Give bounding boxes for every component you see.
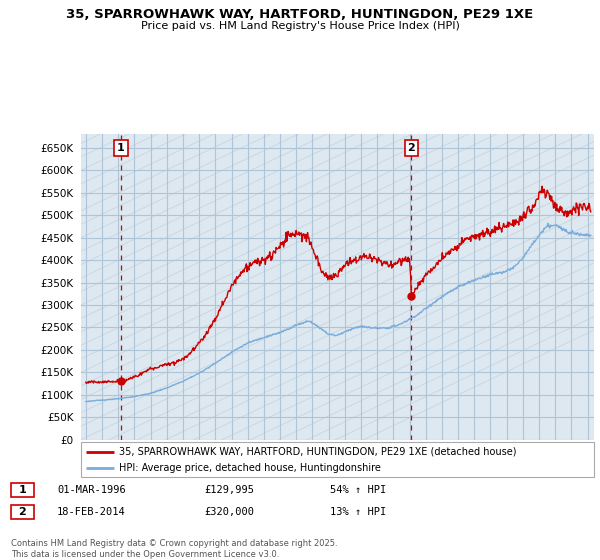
FancyBboxPatch shape [11, 505, 34, 519]
Text: 2: 2 [19, 507, 26, 517]
Text: 01-MAR-1996: 01-MAR-1996 [57, 485, 126, 495]
Text: HPI: Average price, detached house, Huntingdonshire: HPI: Average price, detached house, Hunt… [119, 464, 382, 473]
Text: 54% ↑ HPI: 54% ↑ HPI [330, 485, 386, 495]
Text: £129,995: £129,995 [204, 485, 254, 495]
FancyBboxPatch shape [81, 442, 594, 477]
Text: 2: 2 [407, 143, 415, 153]
Text: 1: 1 [19, 485, 26, 495]
Text: 1: 1 [117, 143, 125, 153]
Text: 35, SPARROWHAWK WAY, HARTFORD, HUNTINGDON, PE29 1XE (detached house): 35, SPARROWHAWK WAY, HARTFORD, HUNTINGDO… [119, 447, 517, 457]
Text: 18-FEB-2014: 18-FEB-2014 [57, 507, 126, 517]
FancyBboxPatch shape [11, 483, 34, 497]
Text: Contains HM Land Registry data © Crown copyright and database right 2025.
This d: Contains HM Land Registry data © Crown c… [11, 539, 337, 559]
Text: Price paid vs. HM Land Registry's House Price Index (HPI): Price paid vs. HM Land Registry's House … [140, 21, 460, 31]
Text: £320,000: £320,000 [204, 507, 254, 517]
Text: 13% ↑ HPI: 13% ↑ HPI [330, 507, 386, 517]
Text: 35, SPARROWHAWK WAY, HARTFORD, HUNTINGDON, PE29 1XE: 35, SPARROWHAWK WAY, HARTFORD, HUNTINGDO… [67, 8, 533, 21]
